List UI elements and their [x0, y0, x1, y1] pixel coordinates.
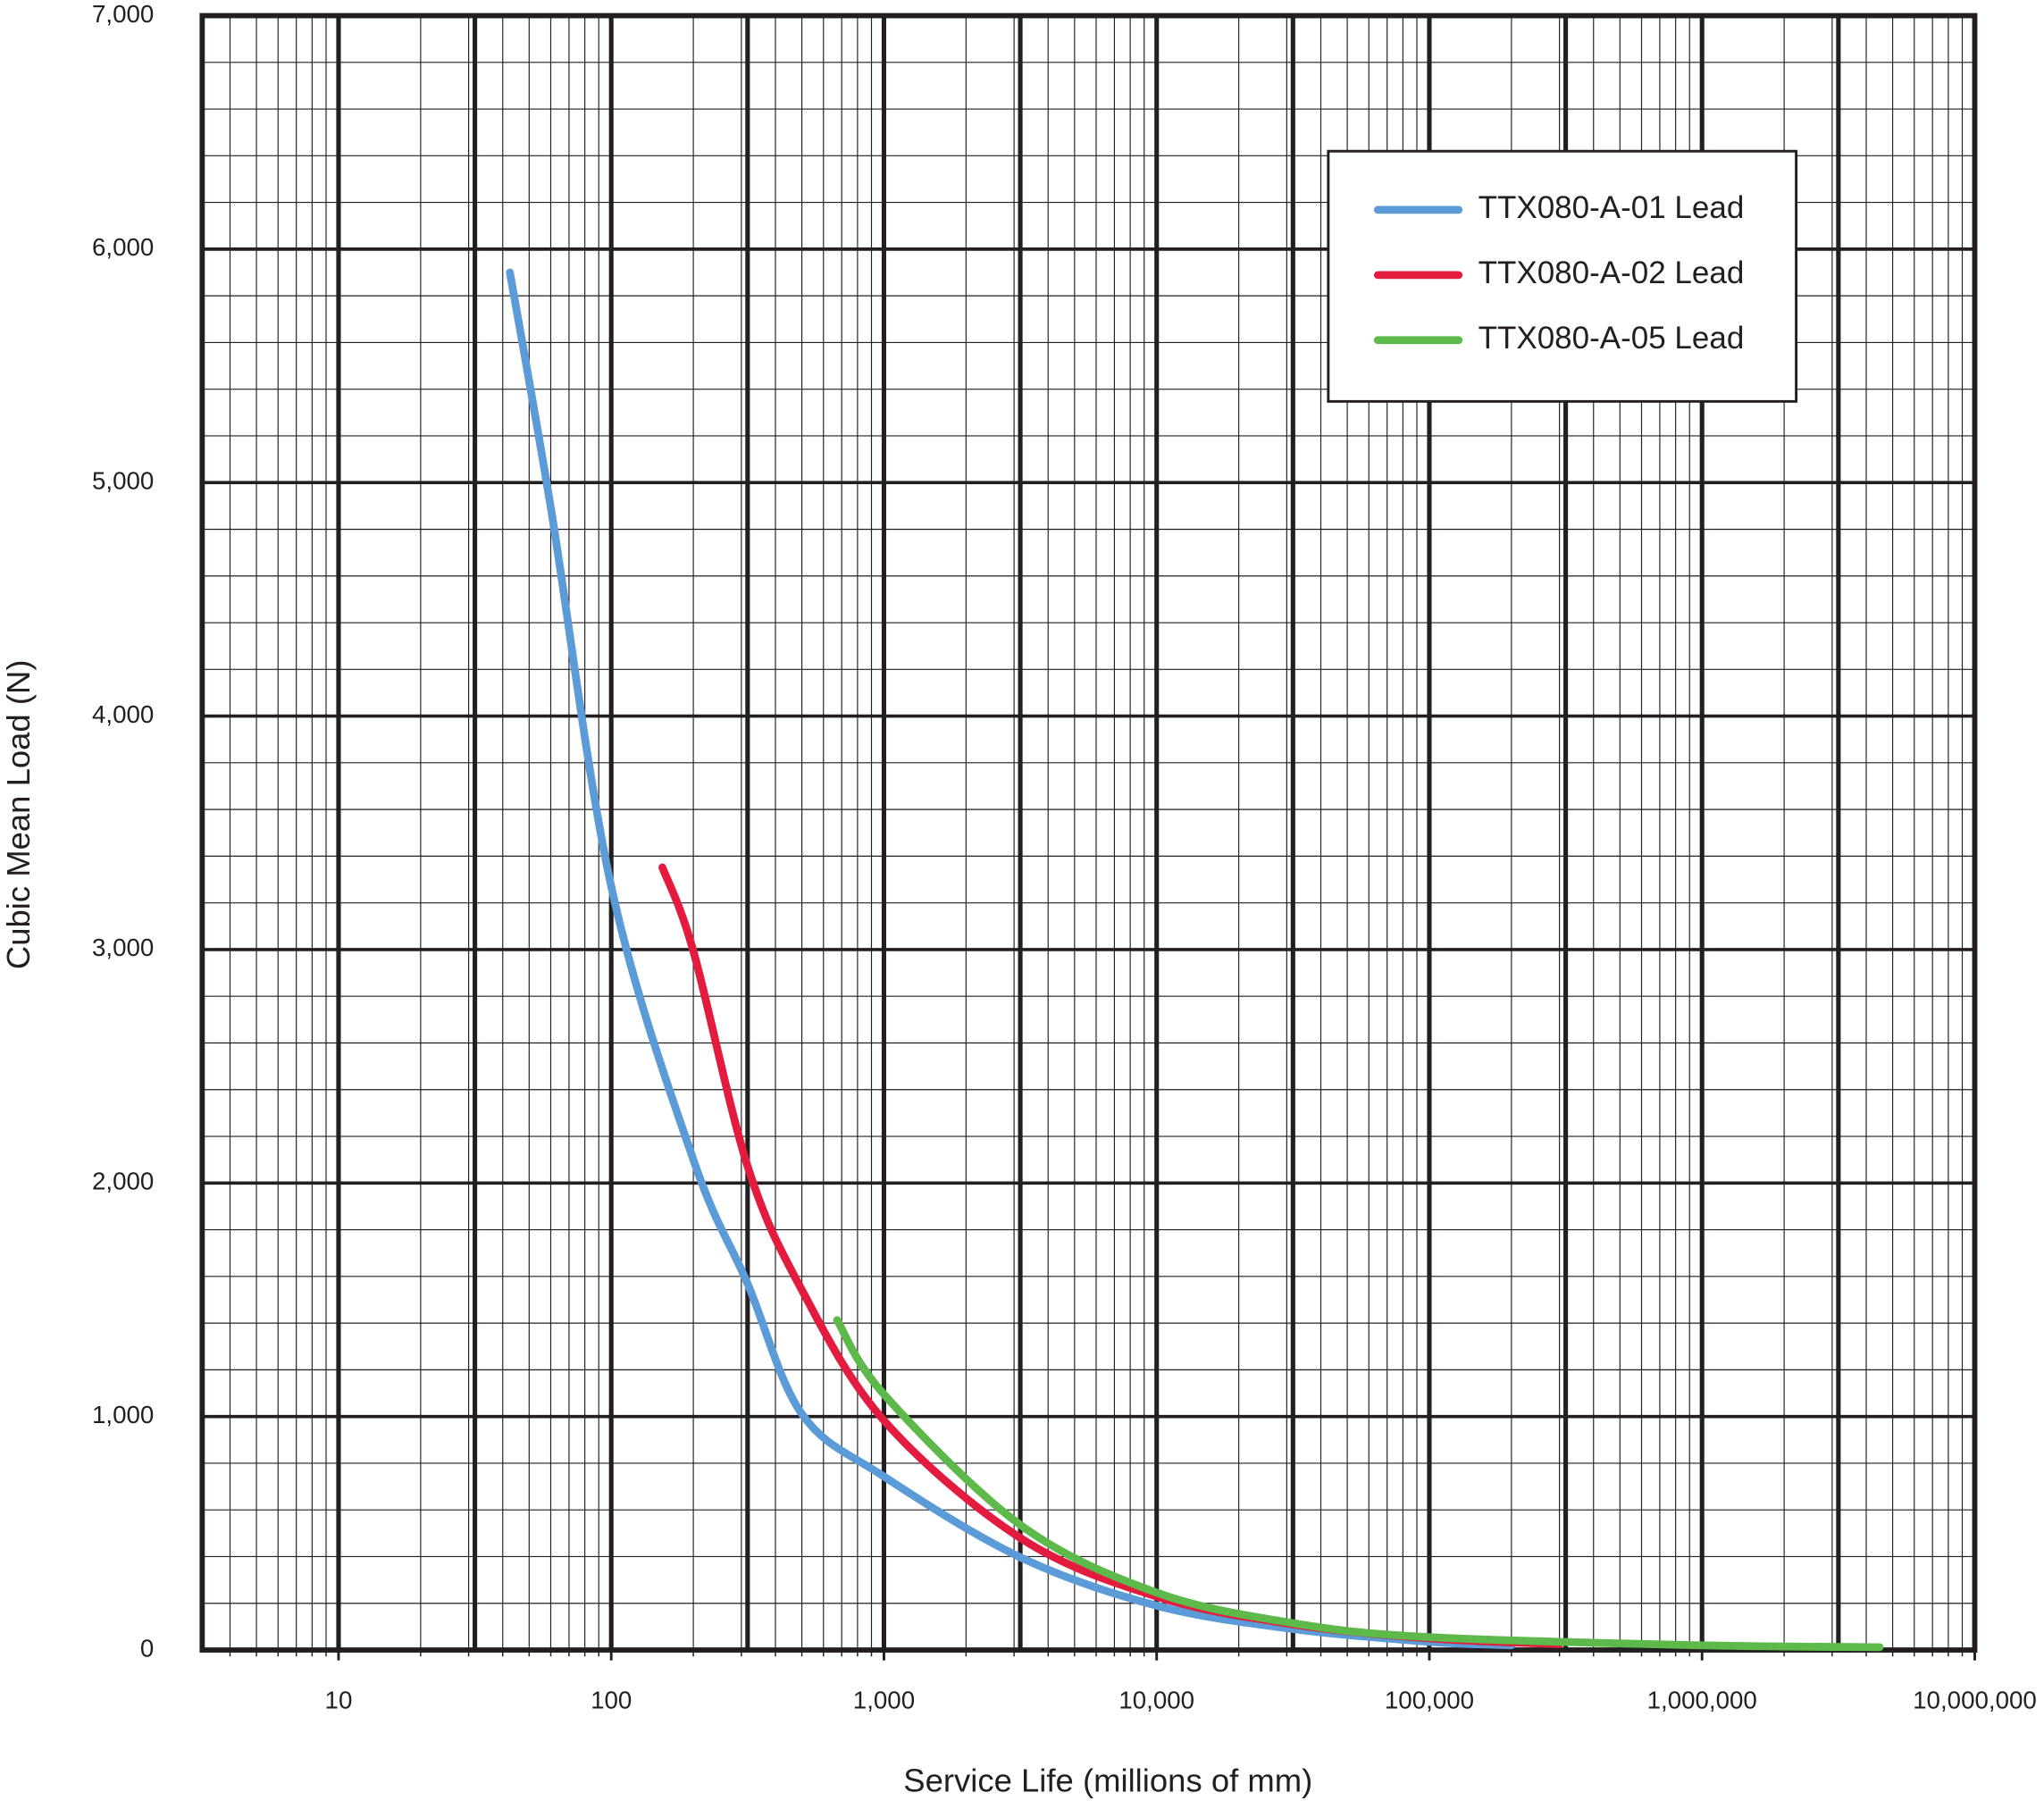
- x-tick-label: 10,000,000: [1913, 1687, 2037, 1714]
- legend-label: TTX080-A-01 Lead: [1479, 190, 1745, 225]
- y-tick-label: 2,000: [92, 1168, 154, 1195]
- x-tick-label: 1,000: [853, 1687, 915, 1714]
- y-tick-label: 4,000: [92, 700, 154, 728]
- legend: TTX080-A-01 Lead TTX080-A-02 Lead TTX080-A…: [1327, 149, 1798, 403]
- y-tick-label: 5,000: [92, 467, 154, 495]
- legend-label: TTX080-A-05 Lead: [1479, 321, 1745, 356]
- y-tick-label: 6,000: [92, 233, 154, 261]
- x-tick-label: 100: [591, 1687, 632, 1714]
- y-tick-label: 0: [140, 1634, 154, 1662]
- series-line: [833, 1316, 1884, 1652]
- x-tick-label: 10: [325, 1687, 353, 1714]
- series-line: [506, 268, 1516, 1650]
- series-line: [658, 863, 1563, 1648]
- y-axis-label: Cubic Mean Load (N): [0, 660, 37, 970]
- y-tick-label: 1,000: [92, 1401, 154, 1428]
- x-tick-label: 1,000,000: [1647, 1687, 1757, 1714]
- plot-frame: [199, 13, 1978, 1653]
- x-axis-label: Service Life (millions of mm): [903, 1762, 1312, 1798]
- y-tick-label: 3,000: [92, 934, 154, 961]
- legend-label: TTX080-A-02 Lead: [1479, 255, 1745, 290]
- y-tick-label: 7,000: [92, 0, 154, 28]
- x-tick-label: 100,000: [1385, 1687, 1474, 1714]
- x-tick-label: 10,000: [1118, 1687, 1194, 1714]
